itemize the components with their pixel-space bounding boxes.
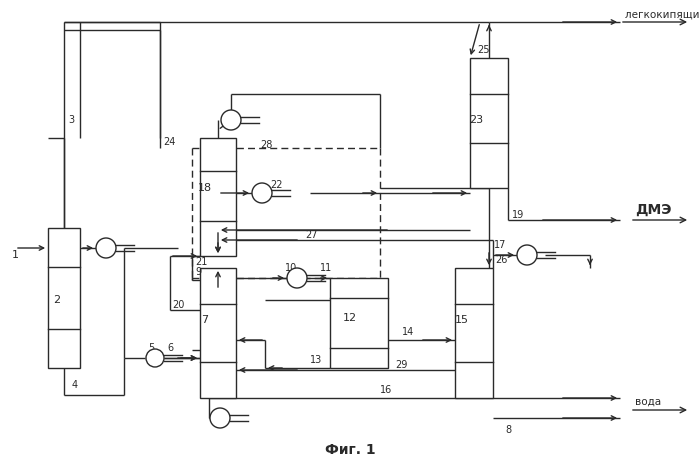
Text: 23: 23 — [469, 115, 483, 125]
Circle shape — [96, 238, 116, 258]
Text: 7: 7 — [202, 315, 209, 325]
Bar — [200, 138, 236, 256]
Text: Фиг. 1: Фиг. 1 — [325, 443, 375, 457]
Bar — [330, 278, 388, 368]
Text: 21: 21 — [195, 257, 207, 267]
Bar — [200, 268, 236, 398]
Text: 28: 28 — [260, 140, 272, 150]
Text: 13: 13 — [310, 355, 322, 365]
Bar — [470, 58, 508, 188]
Text: легкокипящие фракции: легкокипящие фракции — [625, 10, 700, 20]
Text: 18: 18 — [198, 183, 212, 193]
Text: 6: 6 — [167, 343, 173, 353]
Text: 17: 17 — [494, 240, 506, 250]
Text: 3: 3 — [68, 115, 74, 125]
Circle shape — [221, 110, 241, 130]
Text: 1: 1 — [12, 250, 19, 260]
Circle shape — [210, 408, 230, 428]
Circle shape — [146, 349, 164, 367]
Text: 10: 10 — [285, 263, 298, 273]
Text: ДМЭ: ДМЭ — [635, 203, 671, 217]
Text: 11: 11 — [320, 263, 332, 273]
Text: 15: 15 — [455, 315, 469, 325]
Text: 20: 20 — [172, 300, 184, 310]
Text: 29: 29 — [395, 360, 407, 370]
Text: 12: 12 — [343, 313, 357, 323]
Circle shape — [517, 245, 537, 265]
Bar — [455, 268, 493, 398]
Text: 24: 24 — [163, 137, 176, 147]
Text: 19: 19 — [512, 210, 524, 220]
Circle shape — [252, 183, 272, 203]
Text: 8: 8 — [505, 425, 511, 435]
Text: вода: вода — [635, 397, 661, 407]
Text: 9: 9 — [195, 267, 201, 277]
Text: 5: 5 — [148, 343, 154, 353]
Text: 2: 2 — [53, 295, 61, 305]
Text: 16: 16 — [380, 385, 392, 395]
Text: 14: 14 — [402, 327, 414, 337]
Bar — [48, 228, 80, 368]
Text: 4: 4 — [72, 380, 78, 390]
Text: 27: 27 — [305, 230, 318, 240]
Text: 26: 26 — [495, 255, 508, 265]
Circle shape — [287, 268, 307, 288]
Text: 25: 25 — [477, 45, 489, 55]
Text: 22: 22 — [270, 180, 283, 190]
